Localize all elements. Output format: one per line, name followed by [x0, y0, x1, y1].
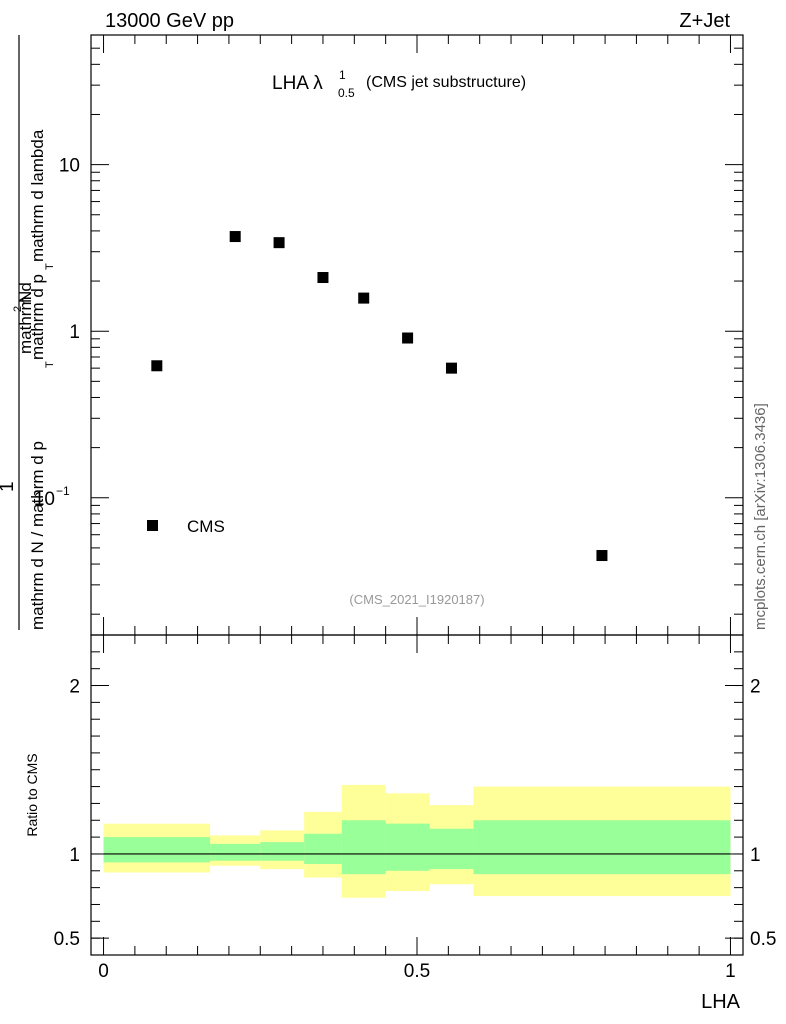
plot-title: LHA λ [272, 73, 323, 94]
ratio-uncertainty-bands [103, 784, 731, 898]
ratio-inner-band-bin [260, 842, 305, 861]
ratio-axis-ticks: 0.5 0.5 1 1 2 2 0 0.5 1 [54, 635, 776, 982]
y-label-numerator-part: mathrm d [16, 282, 35, 354]
main-plot-panel: LHA λ 1 0.5 (CMS jet substructure) 1 mat… [0, 34, 744, 636]
ratio-inner-band-bin [103, 837, 211, 863]
y-label-den-line2: mathrm d p [28, 274, 47, 360]
y-label-num-tail: N [16, 291, 35, 303]
ratio-y-tick-label-right: 1 [750, 845, 761, 866]
y-label-den-line3: mathrm d lambda [28, 129, 47, 262]
main-y-axis-label: 1 mathrm d N / mathrm d p mathrm d 2 N T… [0, 35, 56, 630]
y-label-den-sub1: T [44, 361, 56, 368]
y-label-denominator: mathrm d N / mathrm d p [28, 441, 47, 630]
ratio-inner-band-bin [473, 820, 731, 875]
analysis-id-annotation: (CMS_2021_I1920187) [349, 592, 484, 607]
mcplots-side-label: mcplots.cern.ch [arXiv:1306.3436] [752, 403, 769, 630]
main-data-points [151, 231, 608, 562]
ratio-y-tick-label-right: 0.5 [750, 929, 776, 950]
x-axis-label: LHA [701, 991, 741, 1013]
y-label-den-sub2: T [44, 263, 56, 270]
ratio-y-tick-label-left: 2 [69, 677, 80, 698]
ratio-y-tick-label-right: 2 [750, 677, 761, 698]
data-point-cms [358, 292, 370, 304]
plot-title-subscript: 0.5 [338, 86, 355, 100]
ratio-y-tick-label-left: 1 [69, 845, 80, 866]
ratio-inner-band-bin [341, 820, 386, 875]
header-left: 13000 GeV pp [105, 10, 234, 32]
data-point-cms [596, 550, 608, 562]
legend-label-cms: CMS [187, 517, 225, 536]
x-tick-label: 1 [725, 961, 736, 982]
ratio-y-tick-label-left: 0.5 [54, 929, 80, 950]
ratio-inner-band-bin [429, 828, 474, 870]
ratio-plot-panel: 0.5 0.5 1 1 2 2 0 0.5 1 Ratio to CMS LHA [24, 634, 776, 1013]
main-plot-frame [90, 34, 744, 636]
x-tick-label: 0.5 [404, 961, 430, 982]
x-tick-label: 0 [98, 961, 109, 982]
main-y-tick-label: 10 [59, 156, 80, 177]
ratio-y-axis-label: Ratio to CMS [24, 753, 40, 836]
ratio-inner-band-bin [304, 833, 342, 865]
data-point-cms [445, 362, 457, 374]
ratio-inner-band-bin [210, 843, 261, 861]
plot-title-suffix: (CMS jet substructure) [366, 74, 526, 91]
legend-marker-cms [147, 520, 158, 531]
ratio-inner-band-bin [385, 823, 430, 871]
plot-title-superscript: 1 [339, 68, 346, 82]
header-right: Z+Jet [679, 10, 730, 32]
data-point-cms [402, 332, 414, 344]
data-point-cms [273, 237, 285, 249]
data-point-cms [317, 272, 329, 284]
y-label-num-sup: 2 [12, 306, 24, 312]
data-point-cms [151, 360, 163, 372]
main-y-tick-label: 10 [34, 489, 55, 510]
main-y-tick-label-exponent: −1 [56, 484, 70, 498]
y-label-prefix: 1 [0, 481, 18, 492]
main-y-tick-label: 1 [69, 322, 80, 343]
data-point-cms [229, 231, 241, 243]
